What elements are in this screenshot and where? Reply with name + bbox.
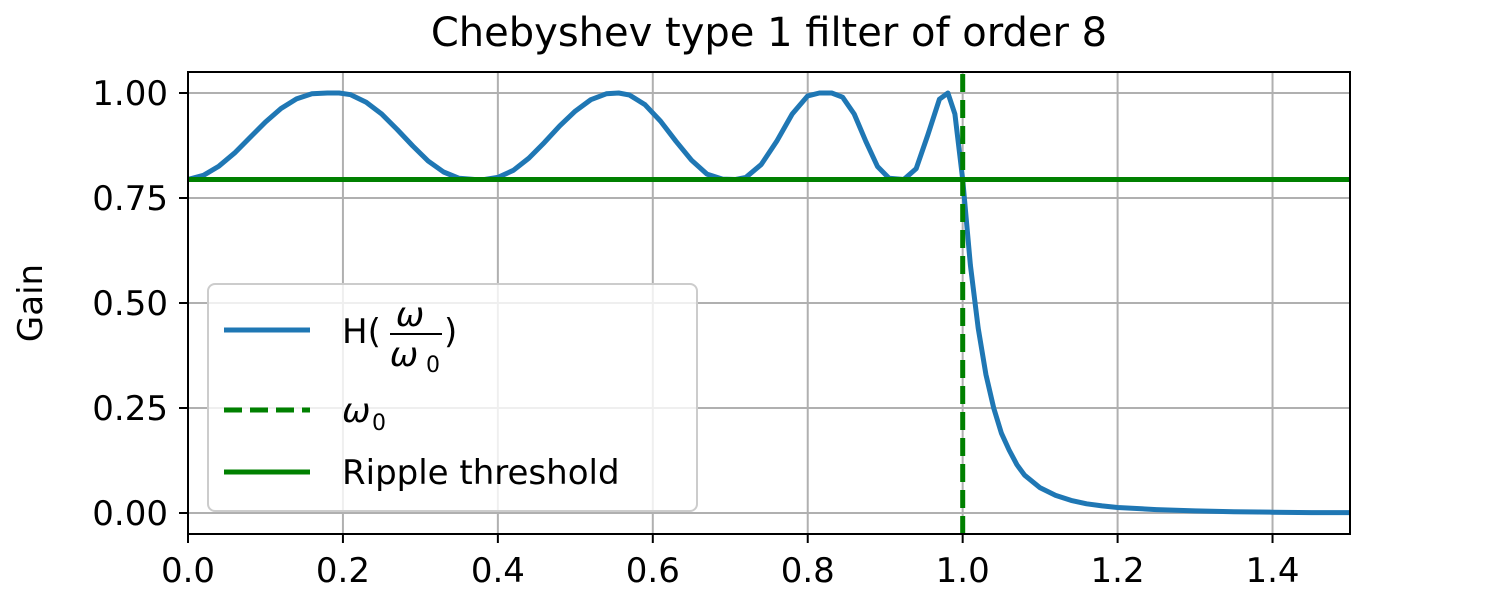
y-tick-label: 0.25 [92, 389, 168, 429]
legend-label-cutoff: ω 0 [342, 391, 386, 436]
x-tick-label: 0.0 [161, 551, 215, 591]
legend-response-prefix: H( [342, 312, 381, 352]
legend-label-response: H( ω ω 0 ) [342, 295, 457, 378]
legend-response-denominator: ω [390, 335, 418, 375]
x-tick-label: 0.4 [471, 551, 525, 591]
legend-response-denominator-subscript: 0 [426, 353, 440, 378]
x-tick-label: 0.2 [316, 551, 370, 591]
y-tick-label: 0.00 [92, 494, 168, 534]
x-tick-label: 1.2 [1091, 551, 1145, 591]
x-tick-label: 0.6 [626, 551, 680, 591]
legend-cutoff-subscript: 0 [372, 411, 386, 436]
series-layer [188, 72, 1350, 534]
legend-response-suffix: ) [444, 312, 457, 352]
y-tick-label: 0.50 [92, 284, 168, 324]
legend-cutoff-omega: ω [342, 391, 370, 431]
y-axis-label: Gain [11, 264, 51, 342]
y-tick-label: 1.00 [92, 74, 168, 114]
y-tick-label: 0.75 [92, 179, 168, 219]
ticks: 0.0 0.2 0.4 0.6 0.8 1.0 1.2 1.4 0.00 0.25 0.50 0.75… [92, 74, 1299, 591]
x-tick-label: 0.8 [781, 551, 835, 591]
legend-box [207, 283, 698, 512]
x-tick-label: 1.0 [936, 551, 990, 591]
legend-label-ripple: Ripple threshold [342, 453, 620, 493]
chart-title: Chebyshev type 1 filter of order 8 [431, 10, 1107, 56]
legend-response-numerator: ω [396, 295, 424, 335]
legend: H( ω ω 0 ) ω 0 Ripple threshold [207, 283, 698, 512]
x-tick-label: 1.4 [1245, 551, 1299, 591]
